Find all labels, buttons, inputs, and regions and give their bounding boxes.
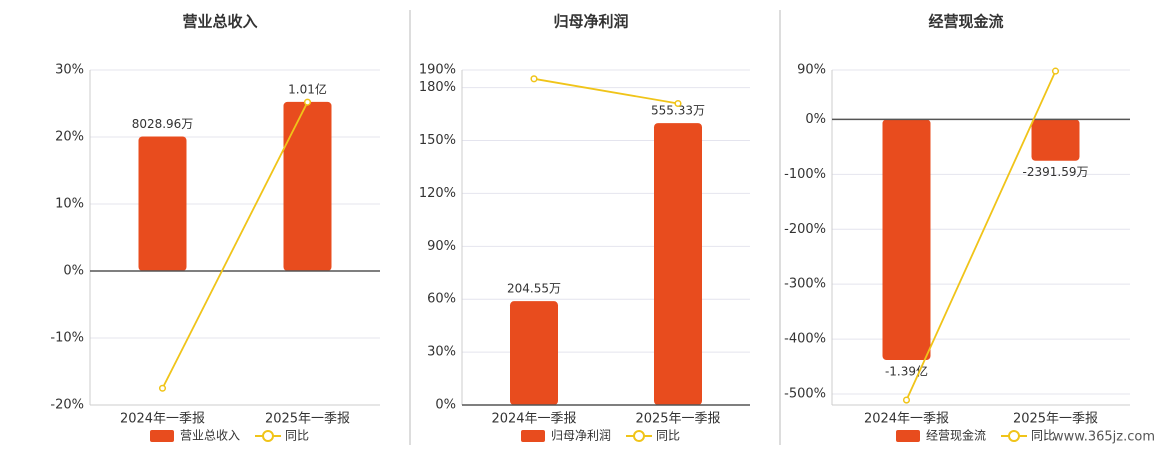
y-tick-label: 10% bbox=[55, 197, 84, 212]
legend-swatch bbox=[1008, 430, 1020, 442]
value-label: 555.33万 bbox=[651, 104, 705, 118]
x-tick-label: 2025年一季报 bbox=[1013, 412, 1098, 427]
x-tick-label: 2024年一季报 bbox=[491, 412, 576, 427]
bar bbox=[283, 101, 332, 271]
y-tick-label: 30% bbox=[427, 345, 456, 360]
line bbox=[161, 101, 309, 389]
bar bbox=[882, 119, 931, 360]
line-marker bbox=[902, 396, 911, 404]
y-tick-label: 60% bbox=[427, 292, 456, 307]
x-tick-label: 2025年一季报 bbox=[265, 412, 350, 427]
value-label: -2391.59万 bbox=[1023, 165, 1089, 179]
chart-title: 营业总收入 bbox=[182, 13, 257, 31]
y-tick-label: -400% bbox=[784, 332, 826, 347]
bar bbox=[1031, 119, 1080, 161]
bar bbox=[654, 123, 702, 405]
y-tick-label: -10% bbox=[50, 331, 84, 346]
line bbox=[533, 77, 679, 105]
x-tick-label: 2024年一季报 bbox=[120, 412, 205, 427]
line-marker bbox=[303, 98, 312, 106]
line-marker bbox=[1051, 67, 1060, 75]
line-marker bbox=[158, 384, 167, 392]
legend-swatch bbox=[896, 430, 920, 442]
value-label: 1.01亿 bbox=[288, 81, 327, 96]
legend-swatch bbox=[150, 430, 174, 442]
y-tick-label: -20% bbox=[50, 398, 84, 413]
watermark: www.365jz.com bbox=[1053, 430, 1155, 445]
legend-label: 归母净利润 bbox=[551, 429, 611, 443]
legend-label: 同比 bbox=[1031, 429, 1055, 443]
y-tick-label: -100% bbox=[784, 167, 826, 182]
value-label: 8028.96万 bbox=[132, 117, 194, 131]
y-tick-label: 20% bbox=[55, 130, 84, 145]
legend-swatch bbox=[262, 430, 274, 442]
y-tick-label: -500% bbox=[784, 387, 826, 402]
legend-swatch bbox=[521, 430, 545, 442]
y-tick-label: 150% bbox=[419, 133, 456, 148]
y-tick-label: 30% bbox=[55, 63, 84, 78]
line bbox=[905, 70, 1057, 401]
line-marker bbox=[674, 99, 682, 108]
y-tick-label: 0% bbox=[63, 264, 84, 279]
y-tick-label: 180% bbox=[419, 80, 456, 95]
bar bbox=[510, 301, 558, 405]
chart-title: 归母净利润 bbox=[553, 13, 628, 31]
value-label: 204.55万 bbox=[507, 282, 561, 296]
legend-label: 同比 bbox=[285, 429, 309, 443]
x-tick-label: 2025年一季报 bbox=[635, 412, 720, 427]
legend-label: 营业总收入 bbox=[180, 429, 240, 443]
y-tick-label: 0% bbox=[805, 112, 826, 127]
legend-label: 同比 bbox=[656, 429, 680, 443]
legend-label: 经营现金流 bbox=[926, 428, 986, 443]
y-tick-label: 90% bbox=[427, 239, 456, 254]
chart-title: 经营现金流 bbox=[928, 13, 1003, 31]
y-tick-label: 0% bbox=[435, 398, 456, 413]
line-marker bbox=[530, 75, 538, 83]
y-tick-label: 90% bbox=[797, 63, 826, 78]
y-tick-label: 190% bbox=[419, 63, 456, 78]
y-tick-label: -200% bbox=[784, 222, 826, 237]
y-tick-label: -300% bbox=[784, 277, 826, 292]
y-tick-label: 120% bbox=[419, 186, 456, 201]
x-tick-label: 2024年一季报 bbox=[864, 412, 949, 427]
legend-swatch bbox=[633, 430, 645, 442]
bar bbox=[138, 136, 187, 271]
